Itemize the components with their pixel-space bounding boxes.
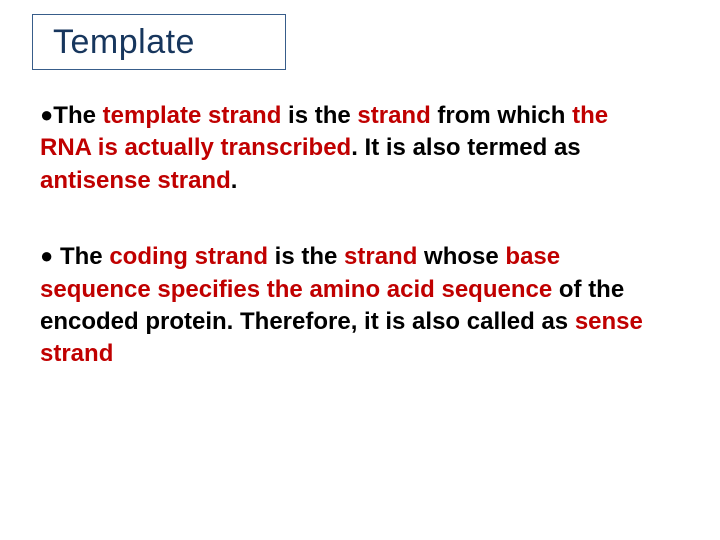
text-segment: The — [53, 102, 102, 129]
text-segment: is the — [281, 102, 357, 129]
page-title: Template — [53, 23, 195, 62]
text-highlight: coding strand — [109, 243, 268, 270]
text-highlight: antisense strand — [40, 167, 231, 194]
content-area: ●The template strand is the strand from … — [40, 100, 660, 415]
text-segment: . It is also termed as — [351, 134, 580, 161]
text-segment: . — [231, 167, 238, 194]
text-highlight: template strand — [103, 102, 282, 129]
paragraph-coding-strand: ● The coding strand is the strand whose … — [40, 241, 660, 371]
text-segment: is the — [268, 243, 344, 270]
text-segment: from which — [431, 102, 572, 129]
paragraph-template-strand: ●The template strand is the strand from … — [40, 100, 660, 197]
text-highlight: strand — [344, 243, 417, 270]
bullet-icon: ● — [40, 102, 53, 127]
text-segment: whose — [417, 243, 505, 270]
title-box: Template — [32, 14, 286, 70]
text-highlight: strand — [357, 102, 430, 129]
text-segment: The — [53, 243, 109, 270]
bullet-icon: ● — [40, 243, 53, 268]
